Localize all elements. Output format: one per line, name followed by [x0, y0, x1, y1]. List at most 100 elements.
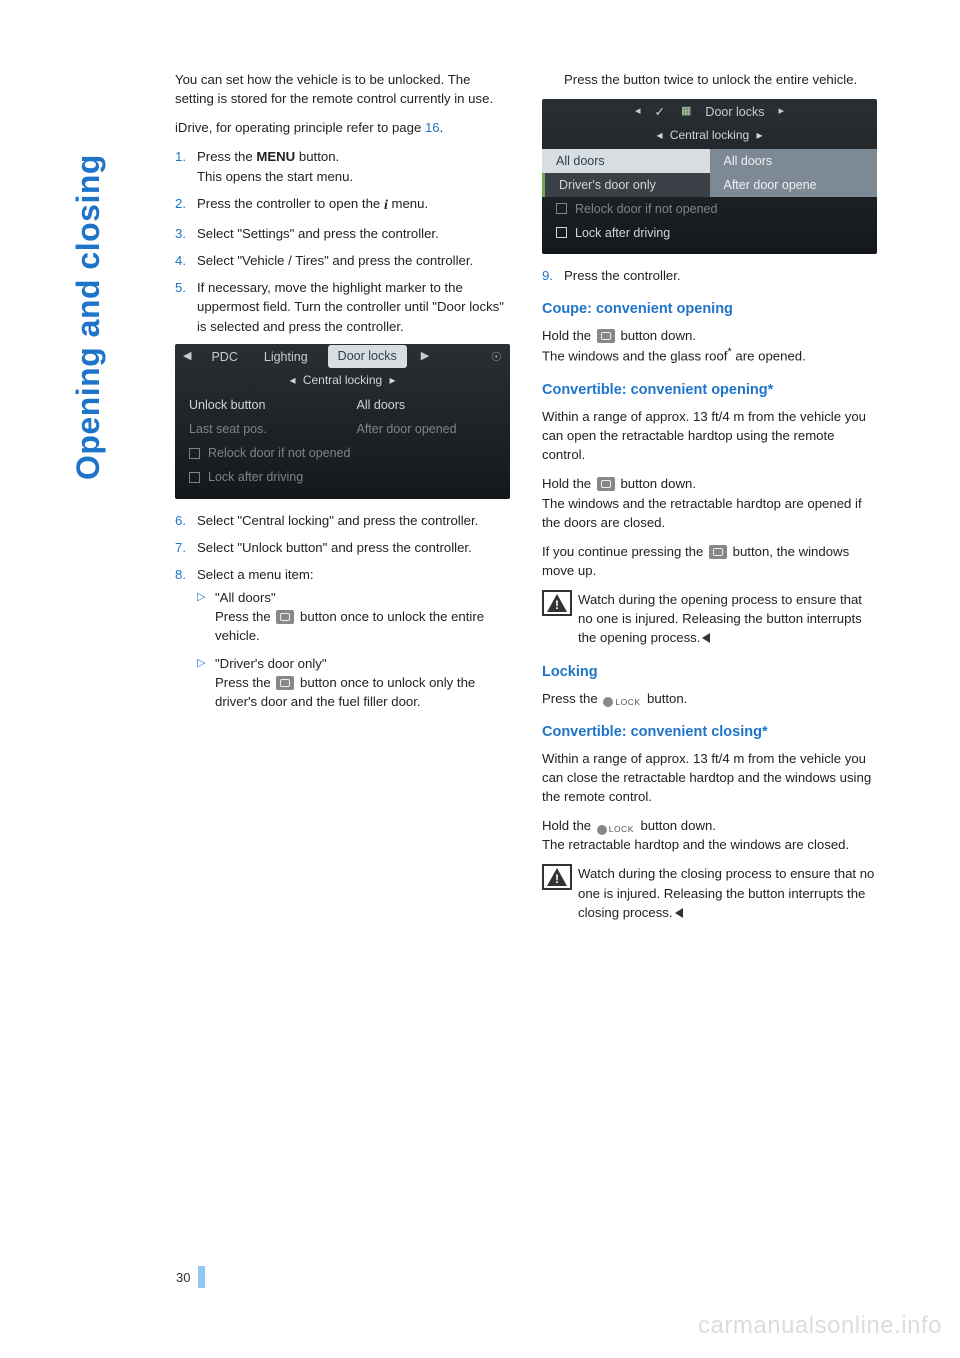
steps-list: 1. Press the MENU button. This opens the… [175, 147, 510, 335]
step-number: 4. [175, 251, 197, 270]
heading-convertible-opening: Convertible: convenient opening* [542, 380, 877, 401]
lock-label: LOCK [609, 824, 634, 834]
step-6: 6. Select "Central locking" and press th… [175, 511, 510, 530]
text: "Driver's door only" [215, 656, 327, 671]
step-text: Press the MENU button. This opens the st… [197, 147, 510, 185]
text: The windows and the glass roof [542, 349, 727, 364]
arrow-right-icon: ▸ [390, 373, 396, 387]
text: . [440, 120, 444, 135]
page-number: 30 [176, 1266, 205, 1288]
step-2: 2. Press the controller to open the i me… [175, 194, 510, 216]
intro-paragraph-1: You can set how the vehicle is to be unl… [175, 70, 510, 108]
checkbox-icon [556, 227, 567, 238]
cell-relock: Relock door if not opened [175, 441, 510, 465]
manual-page: Opening and closing You can set how the … [0, 0, 960, 1358]
section-title: Opening and closing [70, 154, 107, 480]
text: This opens the start menu. [197, 169, 353, 184]
text: If you continue pressing the [542, 544, 707, 559]
step-3: 3. Select "Settings" and press the contr… [175, 224, 510, 243]
idrive-tabbar: ◀ PDC Lighting Door locks ▶ ☉ [175, 344, 510, 370]
step-1: 1. Press the MENU button. This opens the… [175, 147, 510, 185]
heading-convertible-closing: Convertible: convenient closing* [542, 722, 877, 743]
idrive-subtitle: ◂ Central locking ▸ [175, 372, 510, 389]
text: Select a menu item: [197, 567, 314, 582]
text: Relock door if not opened [575, 200, 717, 218]
text: Hold the [542, 476, 595, 491]
cell-after-door: After door opened [343, 417, 511, 441]
idrive-grid: All doors All doors Driver's door only A… [542, 149, 877, 246]
unlock-icon [276, 610, 294, 624]
warning-text: Watch during the opening process to ensu… [578, 590, 877, 647]
step-number: 7. [175, 538, 197, 557]
option-text: "All doors" Press the button once to unl… [215, 588, 510, 645]
text: button. [643, 691, 687, 706]
bullet-icon: ▷ [197, 654, 215, 711]
step-8-continued: Press the button twice to unlock the ent… [542, 70, 877, 89]
text: Lock after driving [208, 468, 303, 486]
cell-last-seat: Last seat pos. [175, 417, 343, 441]
text: Watch during the closing process to ensu… [578, 866, 874, 919]
step-number: 1. [175, 147, 197, 185]
watermark: carmanualsonline.info [698, 1312, 942, 1340]
step-number: 6. [175, 511, 197, 530]
end-marker-icon [675, 908, 683, 918]
warning-icon: ! [542, 864, 572, 890]
idrive-screenshot-1: ◀ PDC Lighting Door locks ▶ ☉ ◂ Central … [175, 344, 510, 499]
step-4: 4. Select "Vehicle / Tires" and press th… [175, 251, 510, 270]
cell-lock-after: Lock after driving [542, 221, 877, 245]
unlock-icon [597, 477, 615, 491]
cell-lock-after: Lock after driving [175, 465, 510, 489]
step-text: Select "Central locking" and press the c… [197, 511, 510, 530]
content-columns: You can set how the vehicle is to be unl… [175, 70, 900, 926]
step-8-options: ▷ "All doors" Press the button once to u… [197, 588, 510, 711]
step-number: 9. [542, 266, 564, 285]
steps-list-continued: 6. Select "Central locking" and press th… [175, 511, 510, 719]
text: "All doors" [215, 590, 276, 605]
text: The retractable hardtop and the windows … [542, 837, 849, 852]
step-number: 2. [175, 194, 197, 216]
step-7: 7. Select "Unlock button" and press the … [175, 538, 510, 557]
warning-text: Watch during the closing process to ensu… [578, 864, 877, 921]
cell-relock: Relock door if not opened [542, 197, 877, 221]
step-number: 3. [175, 224, 197, 243]
unlock-icon [597, 329, 615, 343]
arrow-left-icon: ◂ [635, 104, 641, 120]
voice-icon: ☉ [491, 348, 502, 366]
text: Press the [215, 609, 274, 624]
right-column: Press the button twice to unlock the ent… [542, 70, 877, 926]
step-text: Press the controller to open the i menu. [197, 194, 510, 216]
coupe-text: Hold the button down. The windows and th… [542, 326, 877, 366]
checkbox-icon [189, 472, 200, 483]
conv-open-p2: Hold the button down. The windows and th… [542, 474, 877, 531]
text: menu. [388, 196, 428, 211]
text: Press the [215, 675, 274, 690]
text: button down. [637, 818, 716, 833]
menu-button-label: MENU [256, 149, 295, 164]
option-all-doors: ▷ "All doors" Press the button once to u… [197, 588, 510, 645]
step-9: 9. Press the controller. [542, 266, 877, 285]
subtitle-text: Central locking [670, 128, 749, 142]
tab-pdc: PDC [205, 347, 243, 367]
text: are opened. [732, 349, 806, 364]
step-number: 8. [175, 565, 197, 719]
svg-text:!: ! [555, 872, 559, 886]
conv-close-p1: Within a range of approx. 13 ft/4 m from… [542, 749, 877, 806]
svg-text:!: ! [555, 598, 559, 612]
car-icon: ▦ [681, 104, 691, 120]
arrow-right-icon: ▸ [778, 104, 784, 120]
page-number-value: 30 [176, 1270, 190, 1285]
idrive-subtitle: ◂ Central locking ▸ [542, 127, 877, 144]
arrow-left-icon: ◂ [289, 373, 295, 387]
steps-list-9: 9. Press the controller. [542, 266, 877, 285]
cell-all-doors-selected: All doors [542, 149, 710, 173]
step-5: 5. If necessary, move the highlight mark… [175, 278, 510, 335]
checkbox-icon [189, 448, 200, 459]
check-icon: ✓ [655, 103, 665, 121]
text: Press the [197, 149, 256, 164]
page-link-16[interactable]: 16 [425, 120, 440, 135]
page-number-bar [198, 1266, 205, 1288]
step-text: If necessary, move the highlight marker … [197, 278, 510, 335]
step-text: Select a menu item: ▷ "All doors" Press … [197, 565, 510, 719]
warning-closing: ! Watch during the closing process to en… [542, 864, 877, 921]
text: button. [295, 149, 339, 164]
